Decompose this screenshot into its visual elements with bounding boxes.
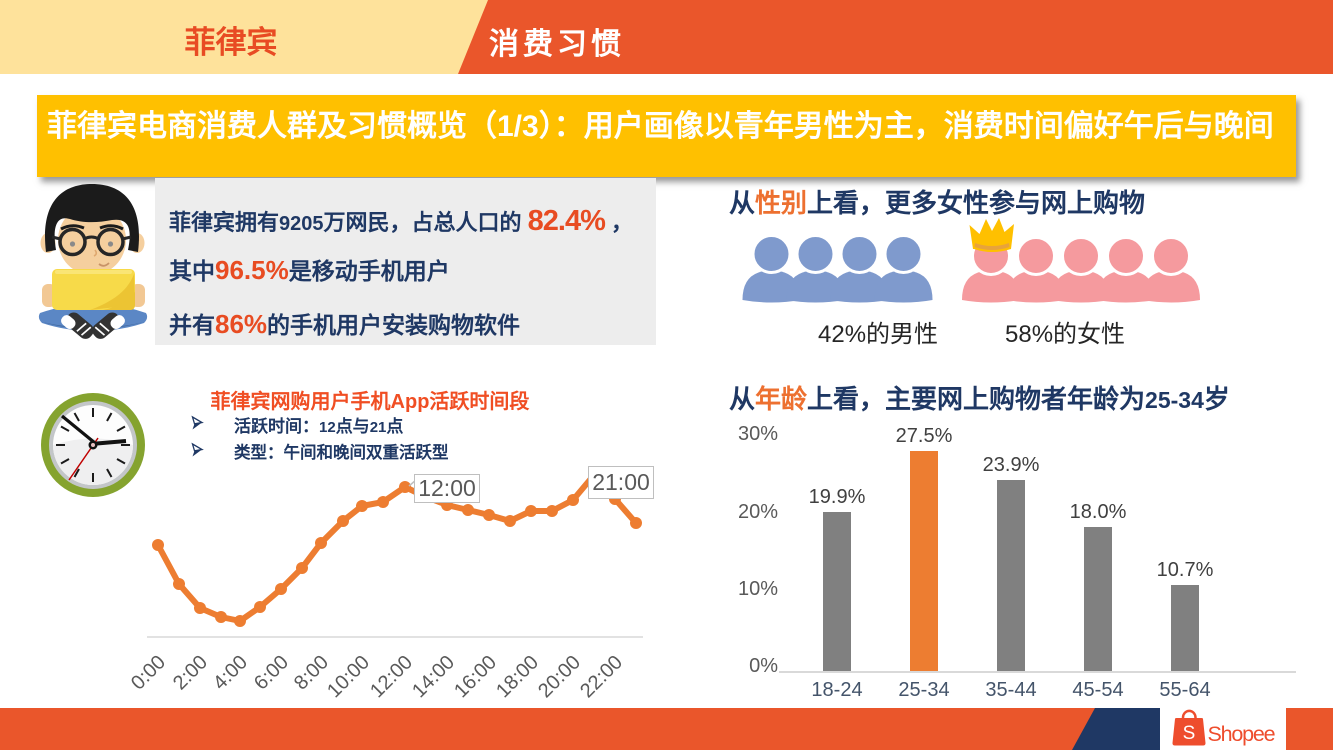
svg-text:18:00: 18:00 xyxy=(492,651,543,702)
svg-text:Shopee: Shopee xyxy=(1208,722,1275,746)
svg-text:12:00: 12:00 xyxy=(366,651,417,702)
svg-text:6:00: 6:00 xyxy=(250,651,293,694)
svg-text:20:00: 20:00 xyxy=(534,651,585,702)
svg-text:S: S xyxy=(1183,723,1196,744)
svg-text:22:00: 22:00 xyxy=(576,651,627,702)
svg-text:0:00: 0:00 xyxy=(127,651,170,694)
svg-text:14:00: 14:00 xyxy=(408,651,459,702)
svg-text:10:00: 10:00 xyxy=(323,651,374,702)
svg-text:4:00: 4:00 xyxy=(209,651,252,694)
svg-text:16:00: 16:00 xyxy=(450,651,501,702)
svg-text:2:00: 2:00 xyxy=(169,651,212,694)
